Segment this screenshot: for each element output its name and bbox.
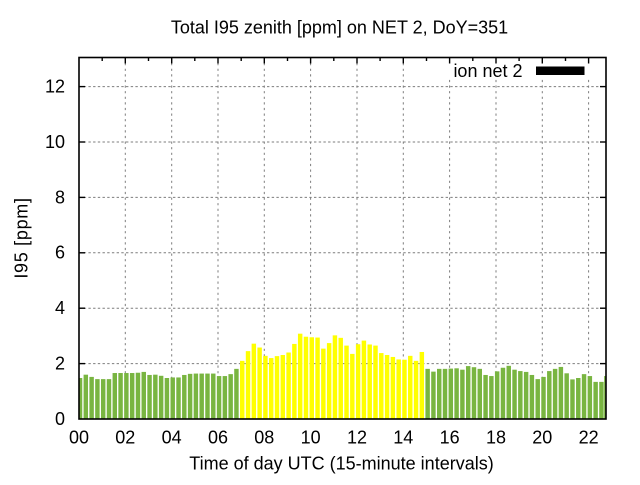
svg-text:22: 22 xyxy=(579,427,599,447)
svg-text:06: 06 xyxy=(208,427,228,447)
svg-text:04: 04 xyxy=(162,427,182,447)
svg-text:00: 00 xyxy=(69,427,89,447)
svg-text:10: 10 xyxy=(45,132,65,152)
svg-text:18: 18 xyxy=(486,427,506,447)
svg-text:16: 16 xyxy=(440,427,460,447)
svg-text:2: 2 xyxy=(55,354,65,374)
svg-text:8: 8 xyxy=(55,187,65,207)
svg-text:6: 6 xyxy=(55,243,65,263)
svg-text:20: 20 xyxy=(532,427,552,447)
svg-text:4: 4 xyxy=(55,298,65,318)
svg-text:Total I95 zenith [ppm] on NET: Total I95 zenith [ppm] on NET 2, DoY=351 xyxy=(171,18,508,38)
svg-text:14: 14 xyxy=(393,427,413,447)
svg-text:02: 02 xyxy=(115,427,135,447)
svg-text:12: 12 xyxy=(45,77,65,97)
svg-text:10: 10 xyxy=(301,427,321,447)
svg-text:Time of day UTC (15-minute int: Time of day UTC (15-minute intervals) xyxy=(189,454,493,474)
svg-text:08: 08 xyxy=(254,427,274,447)
svg-text:I95 [ppm]: I95 [ppm] xyxy=(12,197,32,278)
svg-text:0: 0 xyxy=(55,409,65,429)
svg-text:ion net 2: ion net 2 xyxy=(453,61,522,81)
svg-text:12: 12 xyxy=(347,427,367,447)
